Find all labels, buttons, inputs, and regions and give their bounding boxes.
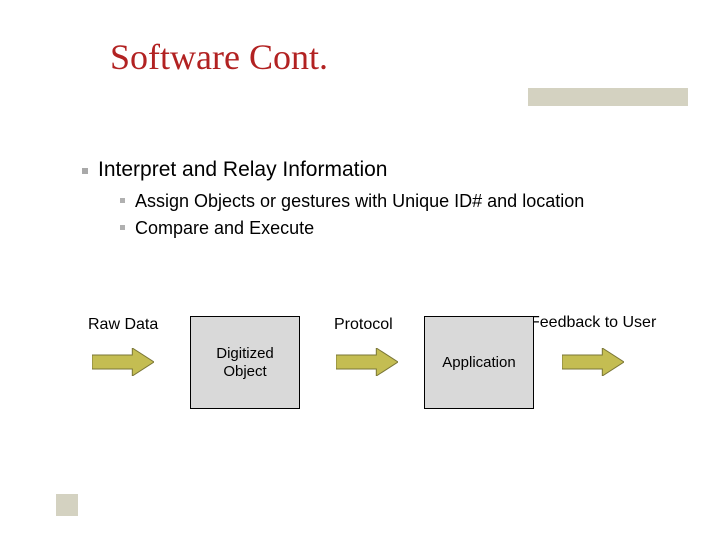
bullet-level2: Assign Objects or gestures with Unique I…: [120, 190, 660, 213]
accent-bar-top: [528, 88, 688, 106]
bullet-text: Interpret and Relay Information: [98, 158, 388, 182]
arrow-icon: [562, 348, 624, 376]
flowchart: Raw Data Protocol Feedback to User Digitize…: [76, 312, 680, 472]
accent-bar-bottom: [56, 494, 78, 516]
bullet-level2: Compare and Execute: [120, 217, 660, 240]
bullet-text: Assign Objects or gestures with Unique I…: [135, 190, 584, 213]
flow-node-digitized-object: Digitized Object: [190, 316, 300, 409]
arrow-icon: [92, 348, 154, 376]
arrow-icon: [336, 348, 398, 376]
bullet-text: Compare and Execute: [135, 217, 314, 240]
flow-label-protocol: Protocol: [334, 316, 393, 334]
bullet-marker-icon: [82, 168, 88, 174]
bullet-marker-icon: [120, 225, 125, 230]
bullet-level1: Interpret and Relay Information: [82, 158, 660, 182]
bullet-list: Interpret and Relay Information Assign O…: [82, 158, 660, 243]
flow-node-application: Application: [424, 316, 534, 409]
slide-title: Software Cont.: [110, 36, 328, 78]
bullet-marker-icon: [120, 198, 125, 203]
flow-label-feedback: Feedback to User: [530, 314, 656, 332]
flow-label-raw-data: Raw Data: [88, 316, 158, 334]
